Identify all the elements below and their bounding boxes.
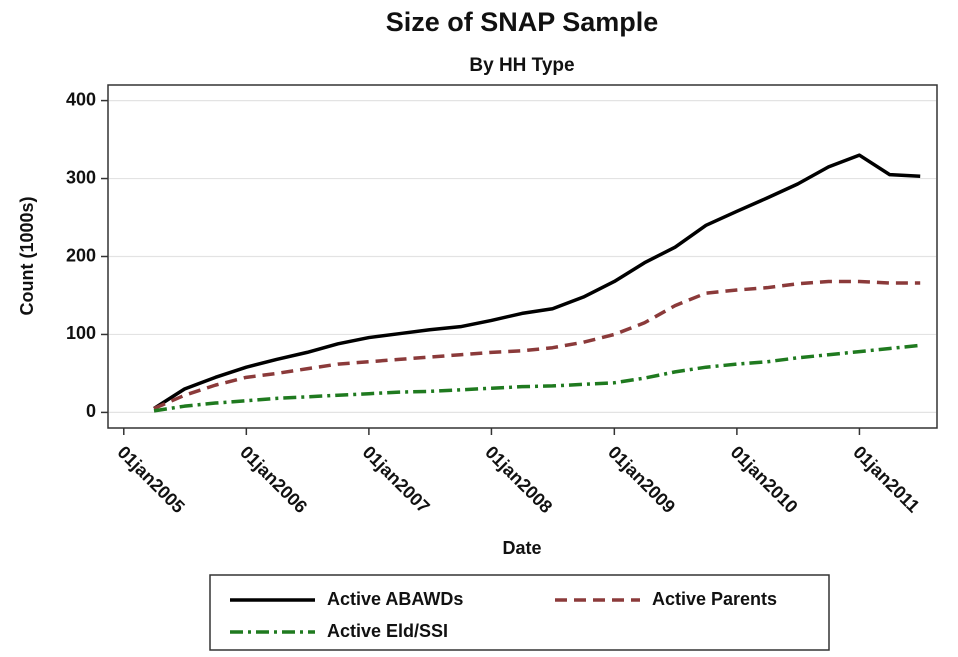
y-tick-label: 100 <box>66 323 96 343</box>
series-line <box>153 343 921 413</box>
legend-label: Active Eld/SSI <box>327 621 448 641</box>
series-line <box>153 153 921 410</box>
legend-label: Active Parents <box>652 589 777 609</box>
x-tick-label: 01jan2007 <box>359 442 434 517</box>
y-tick-label: 200 <box>66 245 96 265</box>
x-tick-label: 01jan2006 <box>236 442 311 517</box>
x-tick-label: 01jan2008 <box>481 442 556 517</box>
chart-subtitle: By HH Type <box>469 55 574 76</box>
y-tick-label: 400 <box>66 89 96 109</box>
legend-box <box>209 574 830 651</box>
x-axis-label: Date <box>502 538 541 558</box>
y-tick-label: 0 <box>86 401 96 421</box>
x-tick-label: 01jan2009 <box>604 442 679 517</box>
x-tick-label: 01jan2010 <box>727 442 802 517</box>
x-tick-label: 01jan2005 <box>114 442 189 517</box>
chart-title: Size of SNAP Sample <box>386 7 659 37</box>
series-line <box>153 279 921 411</box>
y-axis-label: Count (1000s) <box>17 196 37 315</box>
x-tick-label: 01jan2011 <box>849 442 923 516</box>
y-tick-label: 300 <box>66 167 96 187</box>
legend-label: Active ABAWDs <box>327 589 463 609</box>
